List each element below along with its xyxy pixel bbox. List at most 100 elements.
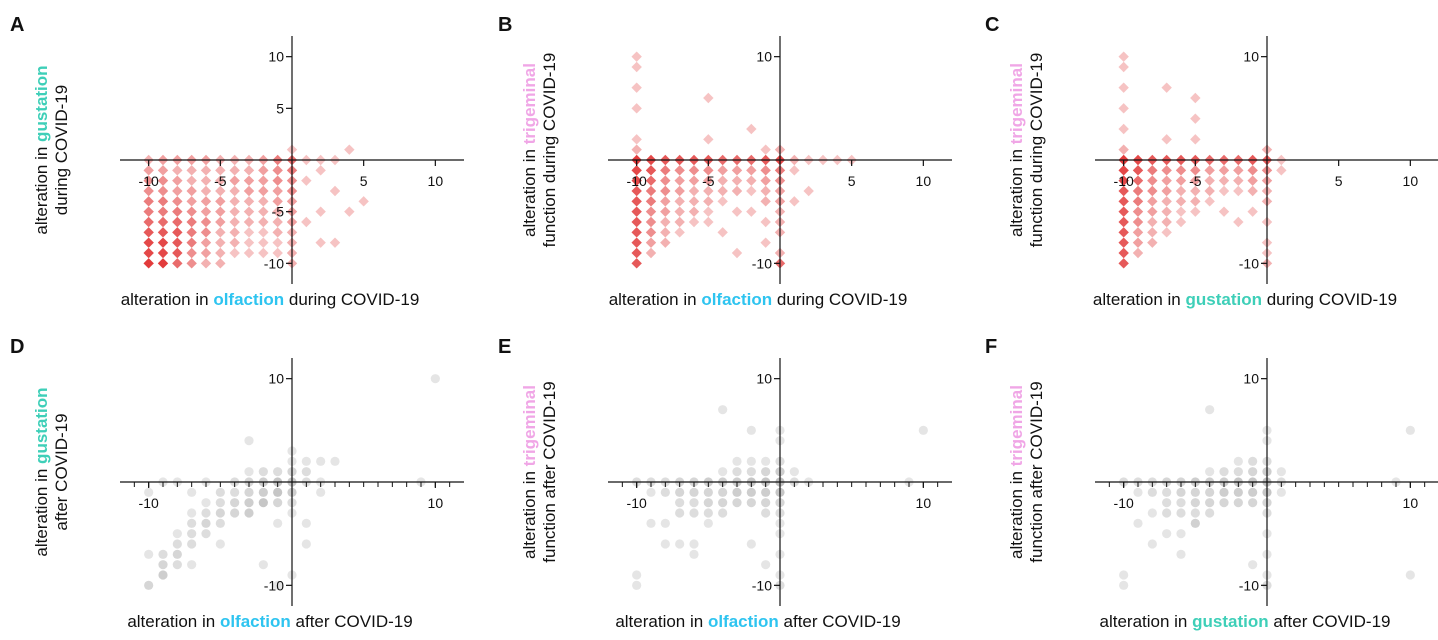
data-point	[1162, 487, 1172, 497]
data-point	[703, 206, 714, 217]
data-point	[157, 165, 169, 176]
data-point	[1176, 498, 1186, 508]
data-point	[244, 508, 254, 518]
data-point	[157, 196, 169, 207]
data-point	[632, 570, 642, 580]
y-tick-label: -10	[264, 577, 284, 593]
data-point	[760, 175, 771, 186]
data-point	[761, 487, 771, 497]
data-point	[746, 123, 757, 135]
data-point	[803, 185, 814, 197]
x-tick-label: 10	[428, 495, 444, 511]
data-point	[258, 560, 268, 570]
data-point	[631, 206, 642, 217]
y-tick-label: -10	[752, 255, 772, 271]
data-point	[718, 498, 728, 508]
data-point	[746, 498, 756, 508]
data-point	[645, 216, 657, 228]
x-tick-label: -10	[1114, 173, 1134, 189]
data-point	[244, 467, 254, 477]
data-point	[760, 237, 771, 248]
panel-f: F -10 10 10 -10 alteration in gustation after…	[975, 322, 1438, 640]
data-point	[631, 103, 642, 114]
data-point	[645, 247, 657, 259]
data-point	[157, 185, 169, 197]
data-point	[244, 487, 254, 497]
data-point	[1118, 216, 1129, 228]
data-point	[718, 487, 728, 497]
data-point	[1205, 487, 1215, 497]
data-point	[660, 185, 671, 197]
data-point	[1161, 165, 1172, 176]
y-axis-label: alteration in trigeminal function after C…	[520, 381, 559, 563]
data-point	[186, 227, 197, 238]
data-point	[215, 247, 226, 259]
data-point	[688, 216, 700, 228]
data-point	[1175, 196, 1187, 207]
data-point	[272, 185, 283, 197]
data-point	[358, 196, 369, 207]
data-point	[243, 175, 255, 186]
data-point	[631, 216, 642, 228]
data-point	[258, 175, 269, 186]
y-tick-label: -10	[752, 577, 772, 593]
x-tick-label: -10	[139, 495, 159, 511]
data-point	[703, 196, 714, 207]
data-point	[200, 165, 212, 176]
data-point	[272, 196, 283, 207]
data-point	[329, 185, 341, 197]
data-point	[1175, 165, 1187, 176]
data-point	[1233, 165, 1244, 176]
data-point	[201, 518, 211, 528]
data-point	[1161, 216, 1172, 228]
data-point	[631, 144, 642, 155]
data-point	[1233, 498, 1243, 508]
data-point	[732, 456, 742, 466]
data-point	[201, 529, 211, 539]
data-point	[1147, 227, 1158, 238]
data-point	[172, 258, 183, 269]
data-point	[272, 237, 283, 248]
data-point	[157, 258, 169, 269]
data-point	[158, 560, 168, 570]
x-tick-label: -10	[139, 173, 159, 189]
data-point	[645, 206, 657, 217]
data-point	[1176, 487, 1186, 497]
data-point	[761, 456, 771, 466]
x-tick-label: -10	[627, 495, 647, 511]
data-point	[1205, 508, 1215, 518]
data-point	[301, 539, 311, 549]
data-point	[1205, 467, 1215, 477]
data-point	[143, 227, 154, 238]
data-point	[731, 206, 743, 217]
data-point	[1248, 456, 1258, 466]
data-point	[215, 196, 226, 207]
data-point	[1161, 196, 1172, 207]
y-tick-label: -10	[1239, 255, 1259, 271]
data-point	[760, 185, 771, 197]
data-points	[143, 144, 369, 269]
data-point	[157, 247, 169, 259]
data-point	[258, 237, 269, 248]
data-point	[272, 247, 283, 259]
panel-b: B -10 -5 5 10 10 -10 alteration in olfaction du…	[488, 0, 952, 318]
data-point	[688, 185, 700, 197]
data-point	[186, 185, 197, 197]
data-point	[746, 539, 756, 549]
data-point	[144, 487, 154, 497]
data-point	[1175, 216, 1187, 228]
data-point	[703, 134, 714, 145]
data-point	[1147, 237, 1158, 248]
data-point	[689, 508, 699, 518]
data-point	[760, 196, 771, 207]
data-point	[746, 175, 757, 186]
data-point	[187, 518, 197, 528]
data-point	[1118, 227, 1129, 238]
data-point	[631, 61, 642, 73]
data-point	[243, 227, 255, 238]
data-point	[645, 227, 657, 238]
data-point	[746, 206, 757, 217]
x-tick-label: 10	[428, 173, 444, 189]
data-point	[760, 165, 771, 176]
